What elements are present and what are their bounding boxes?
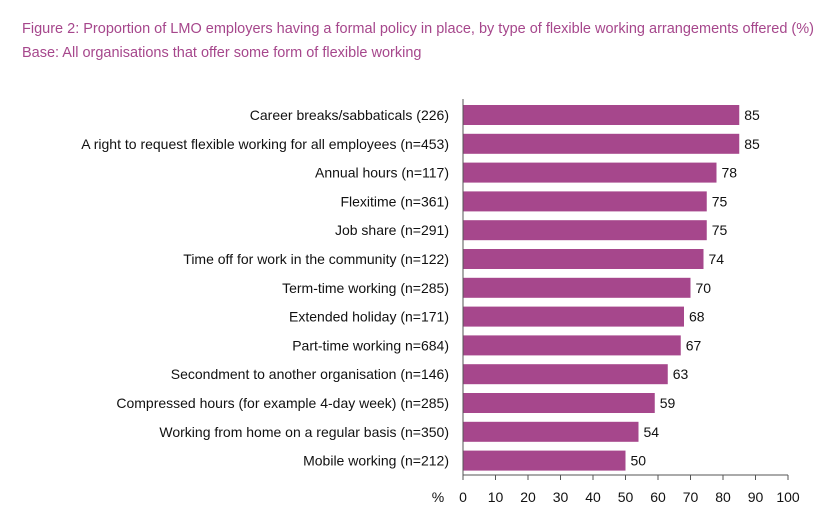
category-label: Compressed hours (for example 4-day week…	[116, 395, 449, 411]
x-tick-label: 50	[618, 489, 634, 505]
value-label: 74	[709, 251, 725, 267]
category-label: Career breaks/sabbaticals (226)	[250, 107, 449, 123]
value-label: 85	[744, 107, 760, 123]
bar	[463, 450, 626, 471]
category-label: Flexitime (n=361)	[340, 193, 449, 209]
category-label: Annual hours (n=117)	[315, 165, 449, 181]
bar	[463, 220, 707, 241]
x-tick-label: 90	[748, 489, 764, 505]
category-label: A right to request flexible working for …	[81, 136, 449, 152]
bar	[463, 306, 684, 327]
x-tick-label: 60	[650, 489, 666, 505]
value-label: 67	[686, 337, 702, 353]
value-label: 75	[712, 193, 728, 209]
bar	[463, 393, 655, 413]
bar	[463, 191, 707, 212]
x-tick-label: 100	[776, 489, 800, 505]
chart-subtitle: Base: All organisations that offer some …	[22, 45, 422, 61]
chart-title: Figure 2: Proportion of LMO employers ha…	[22, 21, 814, 37]
x-tick-label: 80	[715, 489, 731, 505]
bar	[463, 335, 681, 356]
category-label: Secondment to another organisation (n=14…	[171, 366, 449, 382]
category-label: Job share (n=291)	[335, 222, 449, 238]
x-tick-label: 70	[683, 489, 699, 505]
bar	[463, 277, 691, 298]
x-tick-label: 0	[459, 489, 467, 505]
x-axis-label: %	[432, 489, 444, 505]
category-label: Working from home on a regular basis (n=…	[159, 424, 449, 440]
value-label: 68	[689, 309, 705, 325]
value-label: 85	[744, 136, 760, 152]
category-label: Part-time working n=684)	[292, 337, 449, 353]
x-tick-label: 20	[520, 489, 536, 505]
value-label: 75	[712, 222, 728, 238]
bar	[463, 133, 740, 154]
value-label: 50	[631, 453, 647, 469]
value-label: 70	[696, 280, 712, 296]
category-label: Term-time working (n=285)	[282, 280, 449, 296]
category-label: Time off for work in the community (n=12…	[183, 251, 449, 267]
bar	[463, 421, 639, 442]
x-tick-label: 40	[585, 489, 601, 505]
bar	[463, 364, 668, 385]
value-label: 59	[660, 395, 676, 411]
bar	[463, 249, 704, 269]
value-label: 63	[673, 366, 689, 382]
bar	[463, 105, 740, 125]
bar	[463, 162, 717, 183]
x-tick-label: 30	[553, 489, 569, 505]
value-label: 54	[644, 424, 660, 440]
x-tick-label: 10	[488, 489, 504, 505]
category-label: Extended holiday (n=171)	[289, 309, 449, 325]
value-label: 78	[722, 165, 738, 181]
category-label: Mobile working (n=212)	[303, 453, 449, 469]
